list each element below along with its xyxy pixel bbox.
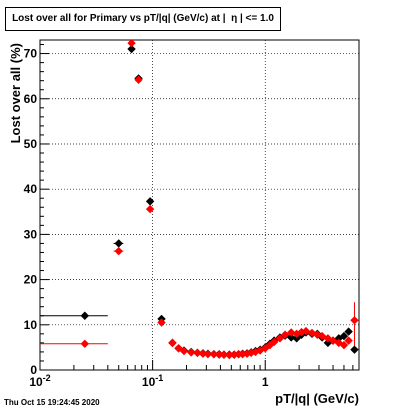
black-marker xyxy=(292,334,301,343)
red-marker xyxy=(179,346,189,356)
chart-title: Lost over all for Primary vs pT/|q| (GeV… xyxy=(5,7,281,31)
y-tick-label: 40 xyxy=(24,182,38,196)
y-tick-label: 60 xyxy=(24,92,38,106)
black-marker xyxy=(145,197,155,206)
axes-layer: 0 10 20 30 40 50 60 70 10-2 10-1 1 xyxy=(24,39,360,389)
red-marker xyxy=(114,246,123,256)
red-marker xyxy=(157,318,166,327)
red-marker xyxy=(350,316,359,325)
red-marker xyxy=(198,349,208,358)
black-marker xyxy=(339,331,349,341)
black-marker xyxy=(127,44,136,54)
red-marker xyxy=(193,348,202,358)
error-bars xyxy=(40,42,357,356)
red-marker xyxy=(134,75,143,84)
x-tick-label: 10-2 xyxy=(29,373,50,389)
red-marker xyxy=(127,38,136,48)
grid-layer xyxy=(40,40,359,370)
red-marker xyxy=(214,350,224,359)
timestamp: Thu Oct 15 19:24:45 2020 xyxy=(4,398,100,407)
y-tick-label: 70 xyxy=(24,47,38,61)
red-marker xyxy=(80,339,90,348)
y-axis-title: Lost over all (%) xyxy=(8,43,23,143)
black-marker xyxy=(114,239,123,248)
red-marker xyxy=(168,338,177,348)
red-marker xyxy=(275,334,285,343)
red-marker xyxy=(344,336,353,345)
y-tick-label: 10 xyxy=(24,318,38,332)
black-marker xyxy=(80,311,90,320)
red-marker xyxy=(203,349,213,359)
red-marker xyxy=(209,349,219,359)
y-tick-label: 20 xyxy=(24,273,38,287)
y-tick-label: 30 xyxy=(24,227,38,241)
red-marker xyxy=(186,348,196,357)
red-marker xyxy=(219,350,229,359)
x-tick-label: 10-1 xyxy=(142,373,163,389)
markers xyxy=(80,38,359,360)
red-marker xyxy=(145,204,155,214)
black-marker xyxy=(344,327,353,336)
black-marker xyxy=(286,333,296,342)
x-tick-label: 1 xyxy=(262,375,269,389)
y-tick-label: 50 xyxy=(24,137,38,151)
plot-frame xyxy=(39,39,360,371)
black-marker xyxy=(350,345,359,354)
red-marker xyxy=(269,337,279,347)
red-marker xyxy=(339,340,349,350)
y-tick-label: 0 xyxy=(30,363,37,377)
x-axis-title: pT/|q| (GeV/c) xyxy=(275,391,359,406)
red-marker xyxy=(225,350,234,360)
